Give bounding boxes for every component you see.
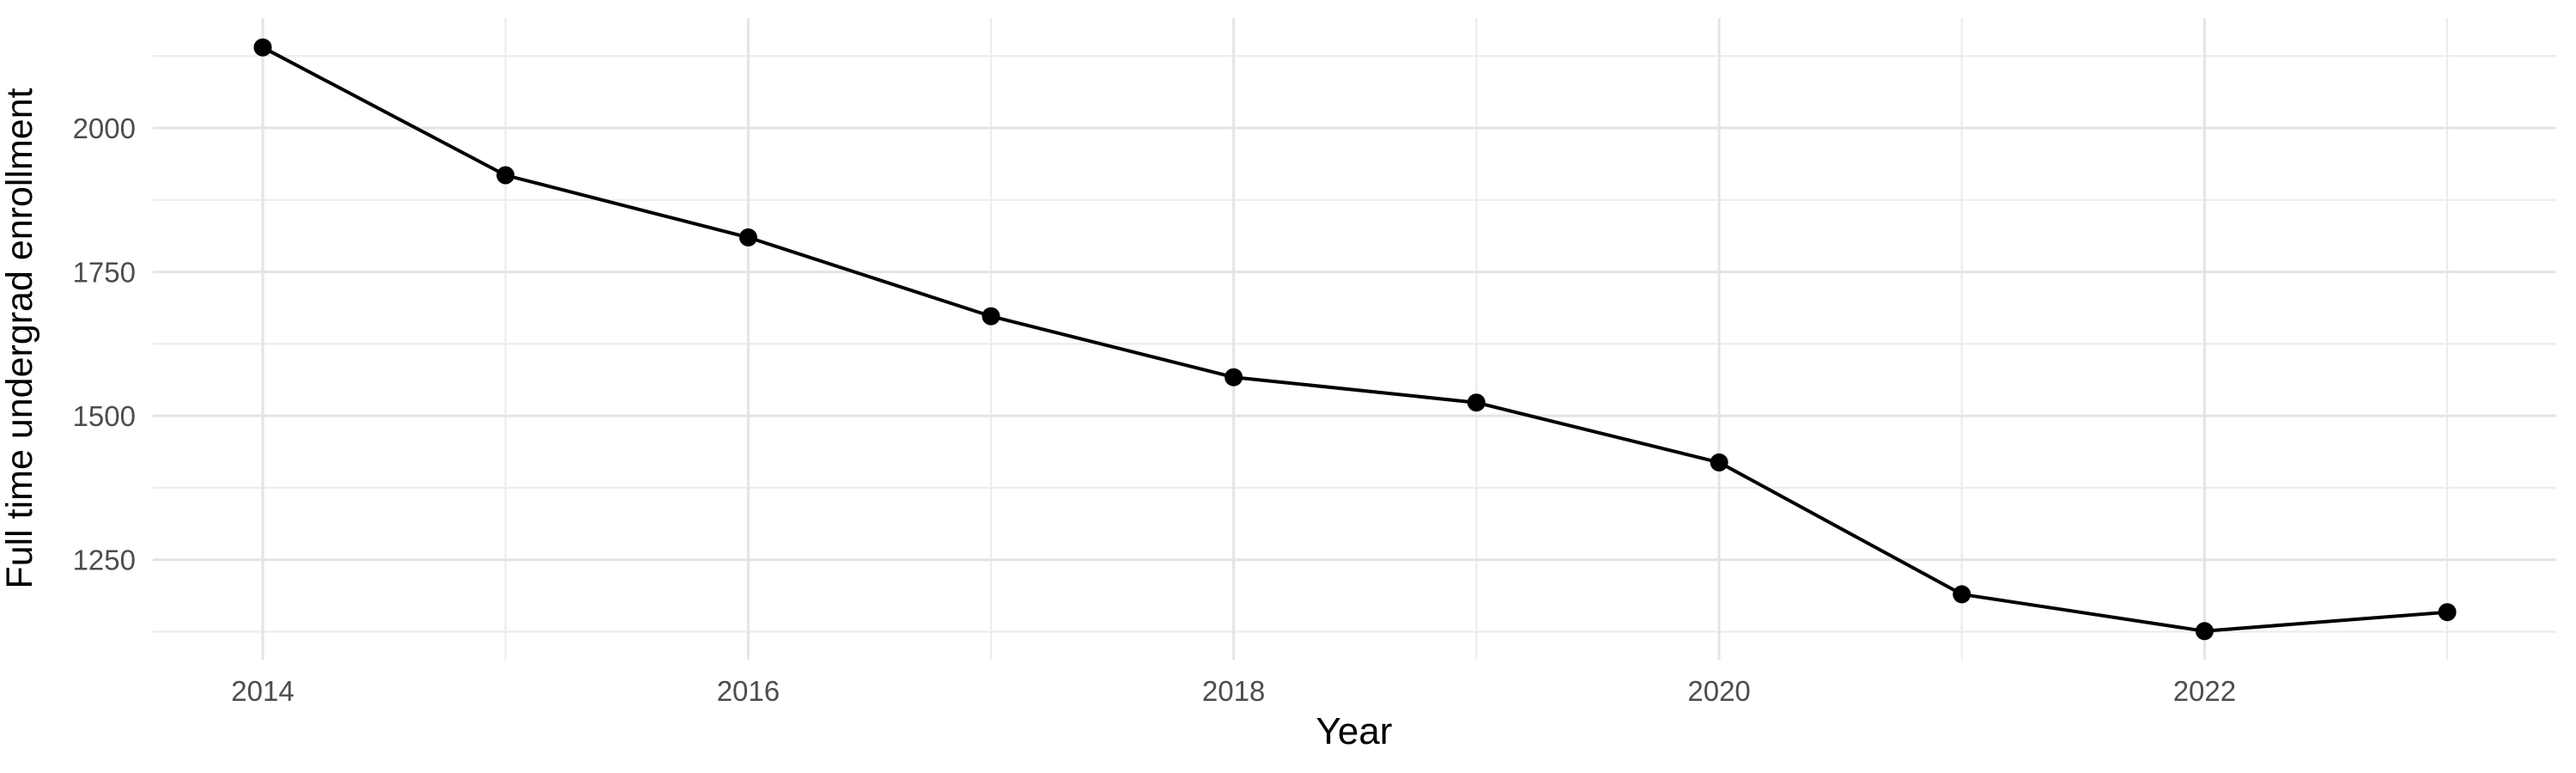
data-point-2023	[2438, 603, 2457, 622]
x-tick-label-2014: 2014	[231, 675, 294, 707]
x-tick-label-2022: 2022	[2173, 675, 2236, 707]
data-point-2021	[1953, 585, 1971, 604]
data-point-2018	[1224, 368, 1243, 386]
enrollment-trend-line	[262, 46, 2448, 633]
y-tick-label-1750: 1750	[73, 257, 136, 289]
x-tick-label-2016: 2016	[717, 675, 780, 707]
x-tick-label-2018: 2018	[1202, 675, 1265, 707]
data-point-2014	[253, 38, 272, 57]
y-axis-tick-labels: 2000 1750 1500 1250	[73, 113, 136, 576]
y-axis-title: Full time undergrad enrollment	[0, 88, 40, 588]
data-point-2016	[738, 228, 757, 247]
data-point-2015	[496, 166, 515, 185]
gridlines-major	[153, 18, 2556, 660]
data-points	[253, 38, 2457, 641]
x-axis-title: Year	[1316, 710, 1393, 752]
data-point-2020	[1710, 453, 1728, 472]
y-tick-label-2000: 2000	[73, 113, 136, 144]
data-point-2017	[981, 307, 1000, 326]
x-tick-label-2020: 2020	[1687, 675, 1750, 707]
data-point-2022	[2195, 622, 2214, 641]
y-tick-label-1250: 1250	[73, 545, 136, 576]
gridlines-minor	[153, 18, 2556, 660]
y-tick-label-1500: 1500	[73, 400, 136, 432]
x-axis-tick-labels: 2014 2016 2018 2020 2022	[231, 675, 2236, 707]
data-point-2019	[1467, 393, 1485, 412]
